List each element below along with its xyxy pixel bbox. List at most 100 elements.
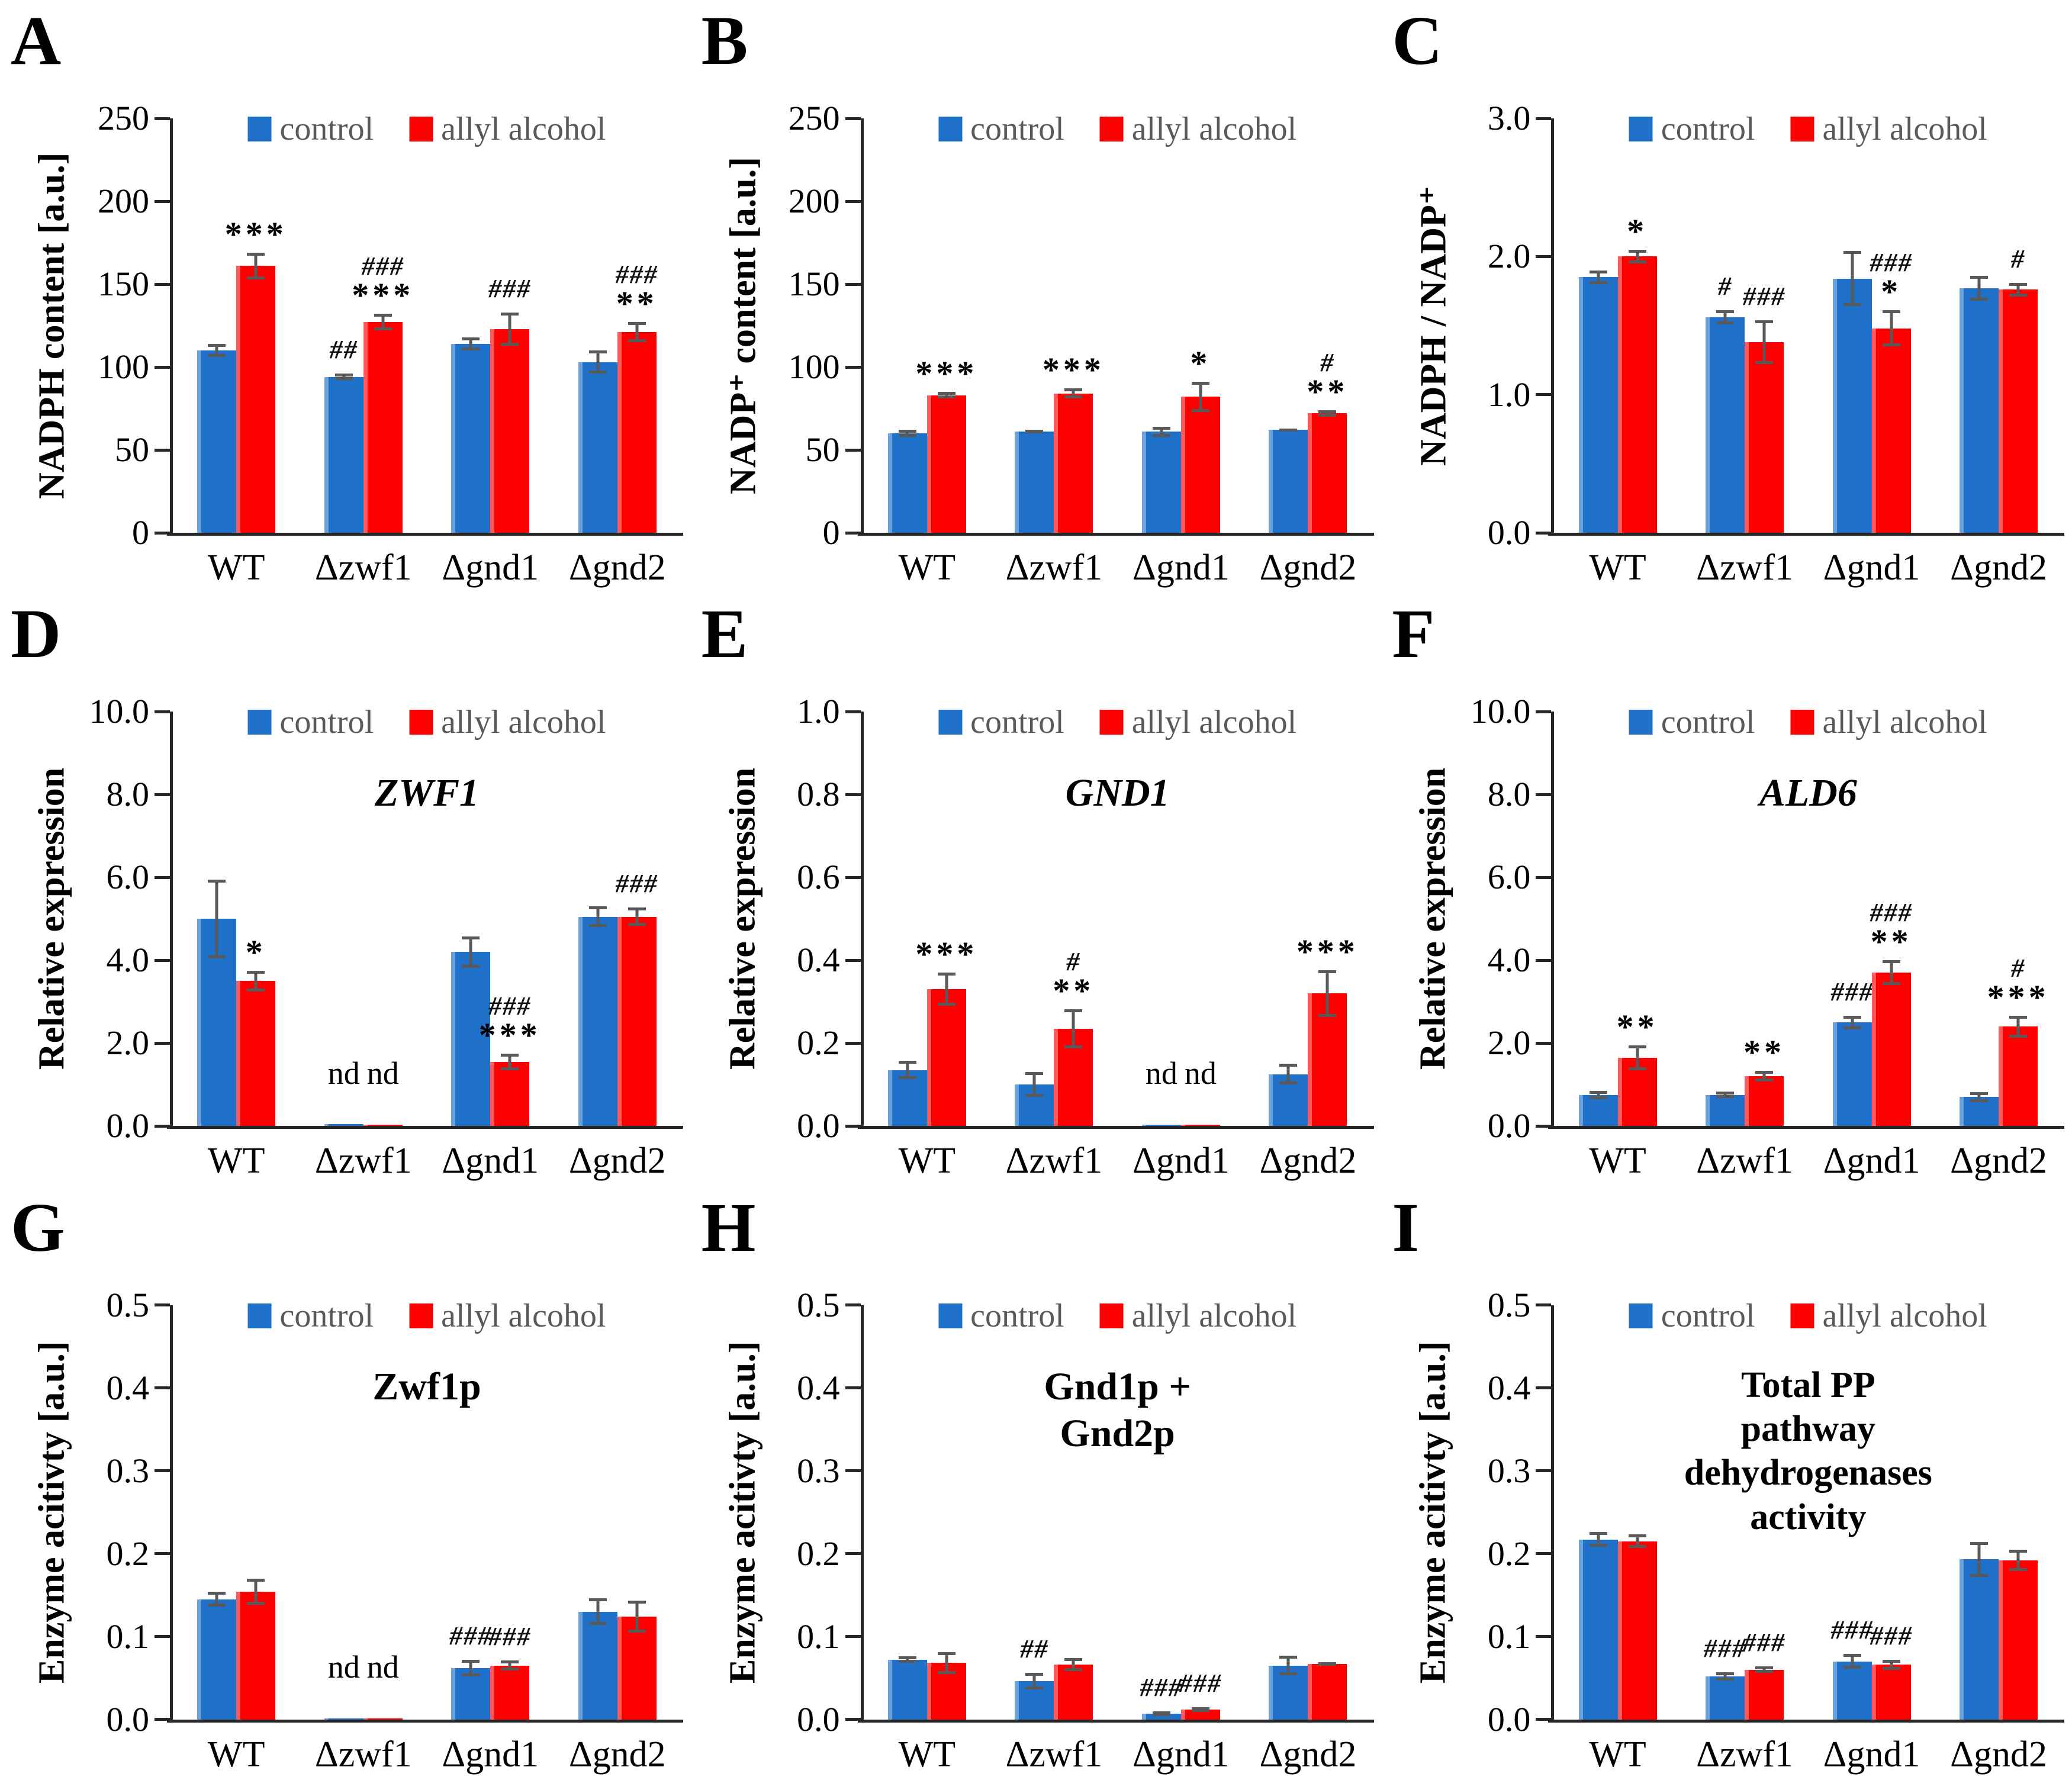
error-bar [1279, 1064, 1298, 1085]
legend-swatch-icon [938, 117, 963, 141]
significance-annotation: ### [1870, 1621, 1913, 1652]
legend-entry-control: control [938, 703, 1064, 741]
nd-label: nd [1184, 1055, 1217, 1092]
error-bar [1318, 970, 1337, 1017]
bar-control-1 [887, 1659, 927, 1720]
x-tick-label: WT [1589, 1734, 1646, 1775]
error-bar-stem [508, 312, 511, 346]
bar-control-3 [1141, 432, 1181, 533]
plot-area: 0 50 100 150 200 250 control allyl alcohol *** **… [789, 99, 1374, 588]
error-bar-stem [1032, 430, 1036, 433]
bar-allyl-alcohol-4 [617, 1617, 657, 1720]
chart-title: ZWF1 [374, 771, 480, 815]
y-tick [845, 1386, 861, 1390]
error-bar [1064, 388, 1083, 399]
error-bar-stem [2016, 1549, 2020, 1572]
error-bar-stem [1890, 960, 1893, 986]
error-bar [374, 314, 392, 331]
annotation-line: *** [915, 354, 978, 392]
bar-control-1 [1578, 1095, 1618, 1126]
y-tick-label: 50 [805, 430, 840, 469]
error-bar-stem [906, 1061, 909, 1080]
bar-allyl-alcohol-3 [490, 1665, 530, 1720]
y-tick-label: 0.0 [106, 1106, 150, 1145]
error-bar [937, 1652, 955, 1674]
y-tick [845, 448, 861, 452]
error-bar [1152, 426, 1170, 437]
bar-control-1 [1578, 277, 1618, 533]
error-bar [2009, 1549, 2028, 1572]
error-bar [501, 312, 519, 346]
nd-label: nd [366, 1649, 399, 1685]
error-bar [588, 350, 607, 374]
legend-swatch-icon [1629, 1303, 1653, 1328]
error-bar-stem [596, 350, 600, 374]
legend-entry-control: control [1629, 703, 1755, 741]
error-bar-stem [1597, 1090, 1600, 1099]
y-axis-title: NADPH / NADP⁺ [1413, 185, 1454, 466]
significance-annotation: # [1718, 271, 1732, 302]
significance-annotation: ### [488, 1621, 531, 1652]
y-tick-label: 8.0 [106, 775, 150, 814]
bar-control-2 [1706, 317, 1745, 533]
error-bar [898, 430, 916, 437]
y-tick-label: 0.4 [797, 1368, 840, 1407]
x-tick-label: Δzwf1 [1696, 1734, 1793, 1775]
y-tick [1536, 393, 1552, 397]
legend: control allyl alcohol [938, 703, 1296, 741]
legend: control allyl alcohol [938, 1297, 1296, 1335]
error-bar-stem [469, 1659, 472, 1676]
y-axis-title: Relative expression [722, 768, 763, 1070]
y-tick [845, 793, 861, 796]
y-tick [155, 1635, 170, 1639]
error-bar-stem [1977, 1542, 1981, 1577]
bar-allyl-alcohol-4 [1999, 1026, 2038, 1126]
y-tick-label: 150 [788, 265, 840, 303]
plot-area: 0.0 0.1 0.2 0.3 0.4 0.5 control allyl alcohol To… [1488, 1286, 2065, 1775]
error-bar-stem [596, 906, 600, 928]
panel-C: C NADPH / NADP⁺ 0.0 1.0 2.0 3.0 control allyl a… [1381, 0, 2071, 593]
legend-entry-allyl-alcohol: allyl alcohol [409, 1297, 606, 1335]
y-tick [155, 1041, 170, 1045]
significance-annotation: * [1190, 346, 1211, 381]
error-bar-stem [1762, 320, 1766, 365]
bar-control-4 [578, 916, 617, 1126]
significance-annotation: ### ** [616, 259, 658, 321]
error-bar [1716, 310, 1735, 324]
error-bar [588, 1598, 607, 1626]
error-bar [208, 879, 226, 958]
x-tick-label: Δgnd1 [442, 1141, 539, 1182]
legend-swatch-icon [247, 710, 272, 735]
significance-annotation: ### [1743, 1627, 1785, 1658]
legend-entry-allyl-alcohol: allyl alcohol [1099, 703, 1296, 741]
legend: control allyl alcohol [247, 110, 606, 148]
x-tick-label: Δgnd2 [568, 1734, 666, 1775]
bar-control-4 [1960, 288, 1999, 533]
bar-control-3 [451, 343, 491, 533]
y-axis-title: Enzyme acitivty [a.u.] [722, 1341, 763, 1684]
bar-control-3 [451, 1668, 491, 1720]
bar-control-4 [1269, 430, 1308, 533]
error-bar [1843, 1016, 1861, 1029]
annotation-line: ### [1140, 1672, 1183, 1702]
bar-allyl-alcohol-4 [1999, 289, 2038, 533]
x-tick-label: Δgnd1 [1823, 1141, 1920, 1182]
legend-entry-allyl-alcohol: allyl alcohol [1790, 110, 1987, 148]
plot-area: 0.0 2.0 4.0 6.0 8.0 10.0 control allyl alcohol A… [1471, 692, 2065, 1181]
error-bar-stem [469, 337, 472, 350]
x-tick-label: Δzwf1 [314, 1141, 412, 1182]
bar-allyl-alcohol-3 [1871, 328, 1911, 533]
y-tick [155, 1303, 170, 1307]
error-bar [2009, 282, 2028, 297]
x-tick-label: WT [898, 548, 956, 588]
annotation-line: # [2011, 244, 2026, 273]
significance-annotation: # ** [1307, 347, 1348, 409]
y-axis-title: NADPH content [a.u.] [31, 152, 72, 499]
y-tick-label: 0 [822, 513, 840, 552]
significance-annotation: ### *** [352, 251, 414, 313]
legend: control allyl alcohol [1629, 110, 1987, 148]
error-bar [1628, 249, 1646, 263]
y-tick [1536, 117, 1552, 120]
error-bar [1318, 1662, 1337, 1666]
error-bar [1882, 960, 1900, 986]
